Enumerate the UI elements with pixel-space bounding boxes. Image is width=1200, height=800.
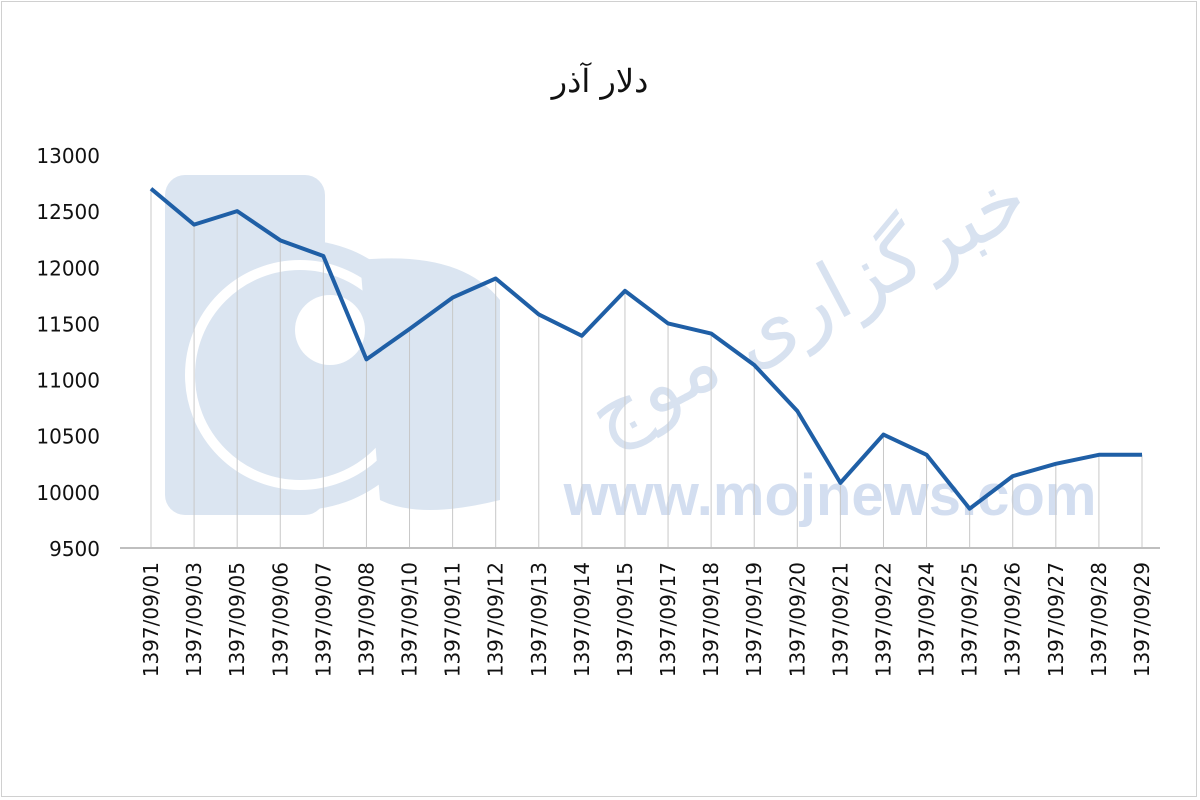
x-tick-label: 1397/09/25 — [958, 562, 982, 677]
x-tick-label: 1397/09/27 — [1044, 562, 1068, 677]
x-tick-label: 1397/09/10 — [398, 562, 422, 677]
x-tick-label: 1397/09/24 — [915, 562, 939, 677]
x-tick-label: 1397/09/19 — [742, 562, 766, 677]
gridlines — [150, 188, 1143, 548]
x-tick-label: 1397/09/12 — [484, 562, 508, 677]
data-points — [150, 188, 1143, 509]
x-tick-label: 1397/09/14 — [570, 562, 594, 677]
x-tick-label: 1397/09/11 — [441, 562, 465, 677]
x-tick-label: 1397/09/18 — [699, 562, 723, 677]
x-tick-label: 1397/09/06 — [268, 562, 292, 677]
y-tick-label: 10000 — [36, 481, 100, 505]
x-tick-label: 1397/09/21 — [828, 562, 852, 677]
x-tick-label: 1397/09/03 — [182, 562, 206, 677]
y-tick-label: 11000 — [36, 369, 100, 393]
x-axis: 1397/09/01 1397/09/03 1397/09/05 1397/09/06… — [139, 562, 1154, 677]
x-tick-label: 1397/09/07 — [311, 562, 335, 677]
x-tick-label: 1397/09/29 — [1130, 562, 1154, 677]
y-tick-label: 12500 — [36, 200, 100, 224]
y-tick-label: 10500 — [36, 425, 100, 449]
x-tick-label: 1397/09/13 — [527, 562, 551, 677]
x-tick-label: 1397/09/20 — [785, 562, 809, 677]
watermark: www.mojnews.com خبرگزاری موج — [165, 151, 1096, 528]
x-tick-label: 1397/09/05 — [225, 562, 249, 677]
y-tick-label: 12000 — [36, 256, 100, 280]
x-tick-label: 1397/09/01 — [139, 562, 163, 677]
x-tick-label: 1397/09/15 — [613, 562, 637, 677]
y-axis: 13000 12500 12000 11500 11000 10500 10000 9500 — [36, 144, 100, 561]
watermark-logo-j — [360, 258, 500, 510]
chart-title: دلار آذر — [550, 61, 649, 100]
x-tick-label: 1397/09/17 — [656, 562, 680, 677]
y-tick-label: 13000 — [36, 144, 100, 168]
y-tick-label: 9500 — [49, 537, 100, 561]
x-tick-label: 1397/09/22 — [871, 562, 895, 677]
y-tick-label: 11500 — [36, 312, 100, 336]
watermark-url: www.mojnews.com — [563, 463, 1097, 528]
x-tick-label: 1397/09/28 — [1087, 562, 1111, 677]
x-tick-label: 1397/09/26 — [1001, 562, 1025, 677]
x-tick-label: 1397/09/08 — [354, 562, 378, 677]
series-line — [149, 187, 1142, 511]
